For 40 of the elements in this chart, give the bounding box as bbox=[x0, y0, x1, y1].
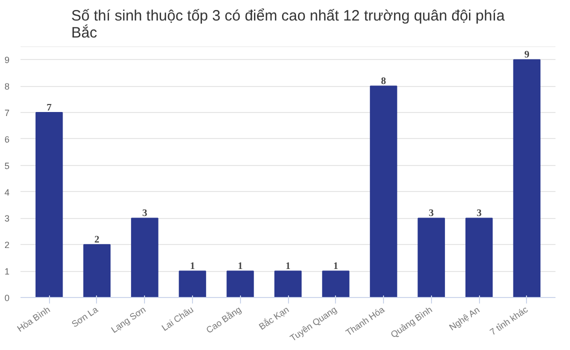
chart-title: Số thí sinh thuộc tốp 3 có điểm cao nhất 12 trường quân đội phía Bắc bbox=[71, 8, 506, 42]
bar bbox=[370, 86, 398, 298]
data-label: 3 bbox=[428, 208, 434, 220]
y-tick-label: 6 bbox=[4, 134, 10, 144]
data-label: 9 bbox=[524, 50, 530, 61]
data-label: 3 bbox=[142, 208, 148, 220]
bar bbox=[226, 270, 254, 298]
data-label: 1 bbox=[238, 261, 243, 272]
y-tick-label: 7 bbox=[4, 108, 10, 118]
data-label: 1 bbox=[286, 261, 290, 272]
y-tick-label: 8 bbox=[4, 82, 10, 92]
bar bbox=[36, 112, 63, 298]
data-label: 7 bbox=[46, 102, 52, 114]
bar bbox=[513, 59, 540, 298]
x-tick-label: Lai Châu bbox=[160, 304, 196, 333]
data-label: 3 bbox=[476, 208, 482, 220]
x-tick-label: Sơn La bbox=[70, 304, 100, 330]
y-tick-label: 5 bbox=[4, 160, 10, 171]
y-tick-label: 1 bbox=[4, 266, 10, 277]
y-tick-label: 4 bbox=[4, 187, 10, 198]
bar bbox=[465, 218, 493, 298]
y-tick-label: 0 bbox=[4, 293, 10, 303]
y-tick-label: 2 bbox=[4, 240, 10, 250]
data-label: 8 bbox=[381, 76, 386, 88]
x-tick-label: Lạng Sơn bbox=[109, 304, 148, 335]
bar bbox=[131, 218, 158, 298]
x-tick-label: Cao Bằng bbox=[204, 304, 244, 336]
data-label: 1 bbox=[333, 261, 338, 272]
bar bbox=[418, 218, 445, 298]
x-tick-label: Hòa Bình bbox=[15, 304, 52, 334]
bar bbox=[322, 270, 350, 298]
data-label: 1 bbox=[190, 261, 195, 272]
bar bbox=[178, 270, 206, 298]
x-tick-label: 7 tỉnh khác bbox=[488, 304, 530, 338]
y-tick-label: 9 bbox=[4, 55, 10, 66]
bar bbox=[83, 244, 111, 298]
y-tick-label: 3 bbox=[4, 214, 10, 224]
data-label: 2 bbox=[94, 234, 100, 246]
x-tick-label: Bắc Kạn bbox=[257, 304, 291, 332]
bar bbox=[274, 270, 302, 298]
